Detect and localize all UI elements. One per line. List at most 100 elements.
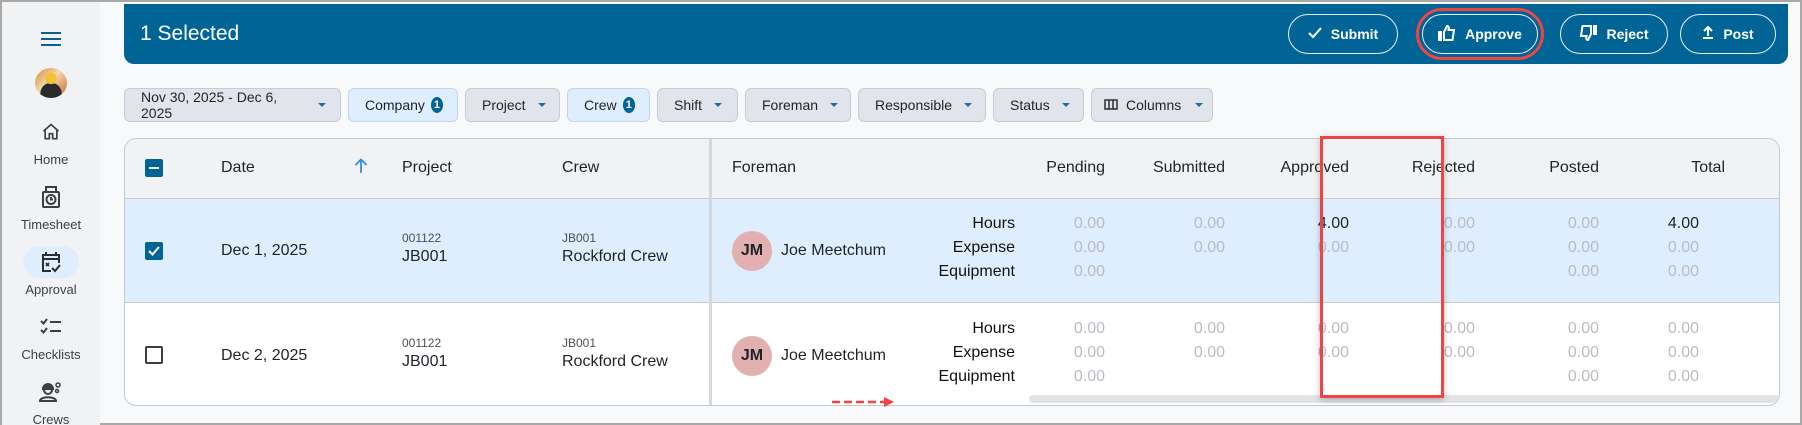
foreman-filter[interactable]: Foreman (745, 88, 851, 122)
shift-label: Shift (674, 97, 703, 113)
table-row[interactable]: Dec 1, 2025 001122 JB001 JB001 Rockford … (125, 199, 1779, 303)
column-header-approved[interactable]: Approved (1280, 159, 1350, 176)
responsible-filter[interactable]: Responsible (858, 88, 986, 122)
project-name: JB001 (402, 248, 448, 265)
checklist-icon (23, 311, 79, 343)
responsible-label: Responsible (875, 97, 953, 113)
rejected-expense: 0.00 (1443, 344, 1475, 361)
foreman-name: Joe Meetchum (781, 347, 886, 364)
sidebar-item-label: Timesheet (20, 217, 82, 232)
user-avatar[interactable] (35, 68, 67, 98)
column-header-pending[interactable]: Pending (1046, 159, 1105, 176)
approved-expense: 0.00 (1317, 239, 1349, 256)
column-header-project[interactable]: Project (402, 159, 452, 176)
posted-values: 0.00 0.00 0.00 (1519, 317, 1599, 389)
column-header-submitted[interactable]: Submitted (1152, 159, 1225, 176)
approve-button[interactable]: Approve (1416, 8, 1544, 60)
rejected-values: 0.00 0.00 (1395, 212, 1475, 260)
equipment-label: Equipment (938, 263, 1016, 280)
sort-ascending-icon[interactable] (354, 158, 368, 179)
column-header-rejected[interactable]: Rejected (1411, 159, 1475, 176)
pending-values: 0.00 0.00 0.00 (1025, 317, 1105, 389)
date-range-label: Nov 30, 2025 - Dec 6, 2025 (141, 89, 278, 121)
sidebar-item-home[interactable]: Home (23, 116, 79, 167)
row-checkbox-unchecked[interactable] (145, 346, 163, 364)
submitted-expense: 0.00 (1193, 344, 1225, 361)
table-row[interactable]: Dec 2, 2025 001122 JB001 JB001 Rockford … (125, 304, 1779, 405)
columns-button[interactable]: Columns (1091, 88, 1213, 122)
selection-action-bar: 1 Selected Submit Approve Reject Post (124, 4, 1788, 64)
total-expense: 0.00 (1667, 239, 1699, 256)
row-project: 001122 JB001 (402, 336, 447, 371)
check-icon (1308, 26, 1322, 42)
post-button[interactable]: Post (1680, 14, 1776, 54)
approved-expense: 0.00 (1317, 344, 1349, 361)
chevron-down-icon (714, 103, 723, 107)
bulk-actions: Submit Approve Reject Post (1288, 8, 1776, 60)
posted-hours: 0.00 (1567, 320, 1599, 337)
metric-labels: Hours Expense Equipment (895, 212, 1016, 284)
total-hours: 0.00 (1667, 320, 1699, 337)
foreman-avatar: JM (732, 231, 772, 271)
chevron-down-icon (1061, 103, 1070, 107)
project-filter[interactable]: Project (465, 88, 560, 122)
total-values: 0.00 0.00 0.00 (1619, 317, 1699, 389)
pending-equipment: 0.00 (1073, 263, 1105, 280)
column-header-posted[interactable]: Posted (1549, 159, 1599, 176)
submitted-hours: 0.00 (1193, 320, 1225, 337)
sidebar-item-timesheet[interactable]: Timesheet (21, 181, 81, 232)
approved-hours: 4.00 (1317, 215, 1349, 232)
row-crew: JB001 Rockford Crew (562, 231, 668, 266)
crew-code: JB001 (562, 336, 597, 350)
pending-expense: 0.00 (1073, 344, 1105, 361)
foreman-label: Foreman (762, 97, 819, 113)
select-all-checkbox[interactable] (145, 159, 163, 177)
reject-button[interactable]: Reject (1560, 14, 1668, 54)
row-foreman: JM Joe Meetchum (732, 231, 886, 271)
company-filter[interactable]: Company 1 (348, 88, 458, 122)
project-code: 001122 (402, 231, 442, 245)
sidebar-item-checklists[interactable]: Checklists (21, 311, 81, 362)
total-equipment: 0.00 (1667, 263, 1699, 280)
home-icon (23, 116, 79, 148)
posted-expense: 0.00 (1567, 344, 1599, 361)
crew-count-badge: 1 (622, 97, 635, 113)
company-label: Company (365, 97, 425, 113)
approved-hours: 0.00 (1317, 320, 1349, 337)
metric-labels: Hours Expense Equipment (895, 317, 1016, 389)
rejected-expense: 0.00 (1443, 239, 1475, 256)
columns-label: Columns (1126, 97, 1182, 113)
sidebar-item-label: Approval (25, 282, 77, 297)
sidebar-item-approval[interactable]: Approval (23, 246, 79, 297)
status-filter[interactable]: Status (993, 88, 1084, 122)
pinned-columns-divider (709, 139, 712, 405)
posted-values: 0.00 0.00 0.00 (1519, 212, 1599, 284)
submitted-expense: 0.00 (1193, 239, 1225, 256)
sidebar-item-label: Crews (32, 412, 70, 425)
pending-equipment: 0.00 (1073, 368, 1105, 385)
shift-filter[interactable]: Shift (657, 88, 738, 122)
column-header-total[interactable]: Total (1691, 159, 1725, 176)
horizontal-scrollbar[interactable] (1029, 395, 1779, 403)
sidebar-item-crews[interactable]: Crews (23, 376, 79, 425)
rejected-hours: 0.00 (1443, 320, 1475, 337)
approval-table: Date Project Crew Foreman Pending Submit… (124, 138, 1780, 406)
foreman-name: Joe Meetchum (781, 242, 886, 259)
posted-equipment: 0.00 (1567, 263, 1599, 280)
column-header-crew[interactable]: Crew (562, 159, 600, 176)
column-header-foreman[interactable]: Foreman (732, 159, 797, 176)
total-values: 4.00 0.00 0.00 (1619, 212, 1699, 284)
company-count-badge: 1 (430, 97, 443, 113)
row-checkbox-checked[interactable] (145, 242, 163, 260)
row-project: 001122 JB001 (402, 231, 447, 266)
foreman-avatar: JM (732, 336, 772, 376)
row-date: Dec 1, 2025 (221, 242, 308, 259)
hamburger-menu-icon[interactable] (36, 28, 66, 50)
pending-hours: 0.00 (1073, 320, 1105, 337)
submit-button[interactable]: Submit (1288, 14, 1398, 54)
hours-label: Hours (972, 320, 1015, 337)
column-header-date[interactable]: Date (221, 159, 255, 176)
crew-filter[interactable]: Crew 1 (567, 88, 650, 122)
date-range-filter[interactable]: Nov 30, 2025 - Dec 6, 2025 (124, 88, 341, 122)
equipment-label: Equipment (938, 368, 1016, 385)
